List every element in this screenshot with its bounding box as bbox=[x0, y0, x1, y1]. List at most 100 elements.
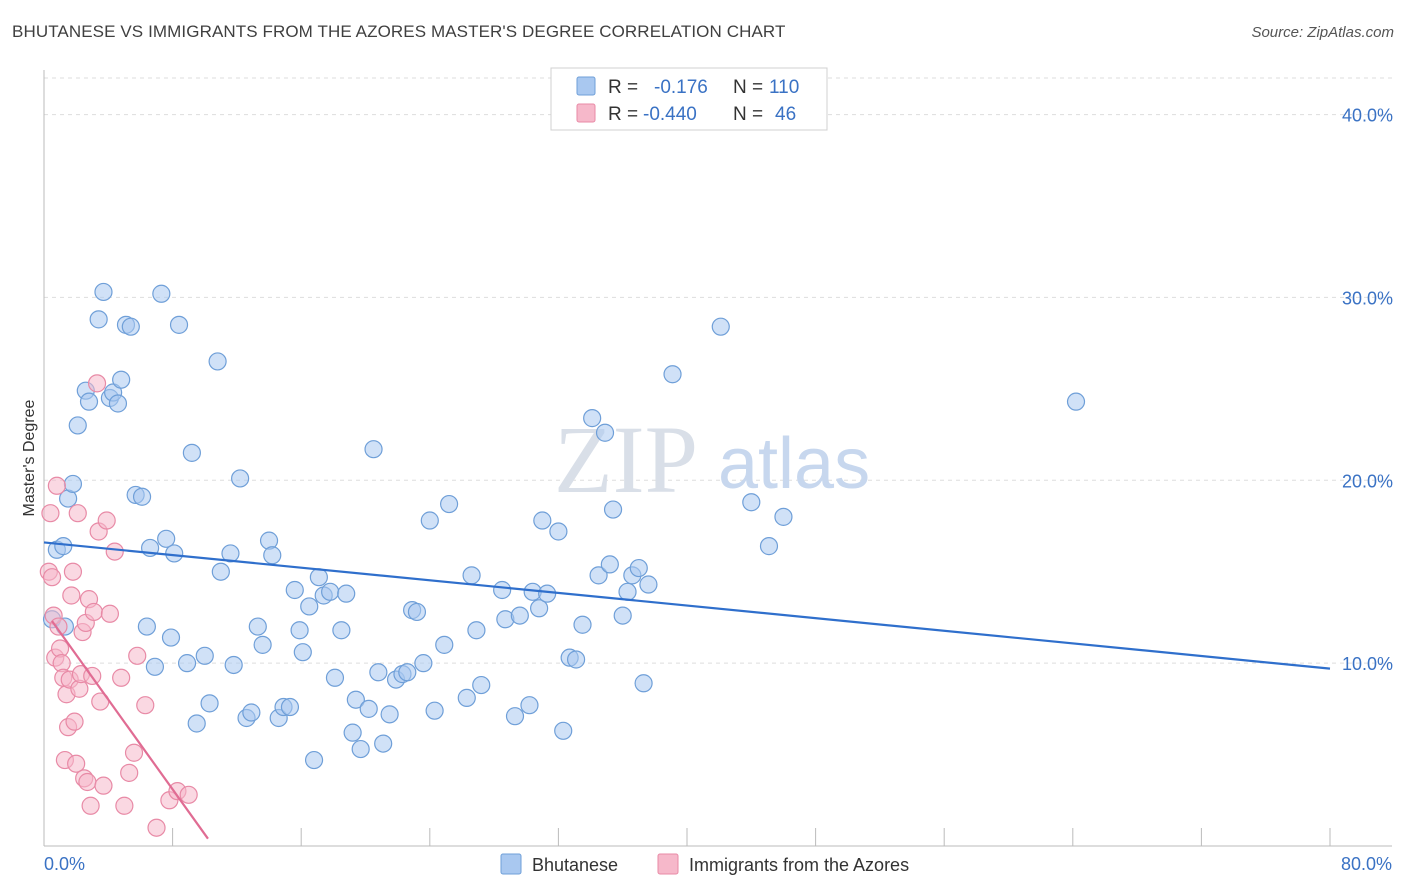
bhutanese-point bbox=[663, 365, 682, 384]
bhutanese-point bbox=[231, 469, 250, 488]
bhutanese-point bbox=[420, 511, 439, 530]
legend-swatch-bhutanese bbox=[576, 76, 596, 96]
azores-point bbox=[112, 668, 131, 687]
bhutanese-point bbox=[425, 701, 444, 720]
bhutanese-point bbox=[332, 621, 351, 640]
bhutanese-point bbox=[79, 392, 99, 411]
bhutanese-point bbox=[629, 558, 648, 578]
azores-point bbox=[68, 504, 87, 523]
bhutanese-point bbox=[89, 310, 108, 329]
bhutanese-point bbox=[457, 688, 476, 707]
bhutanese-point bbox=[439, 494, 459, 514]
azores-point bbox=[62, 586, 81, 605]
bhutanese-point bbox=[54, 537, 73, 556]
bhutanese-point bbox=[321, 582, 340, 601]
bhutanese-point bbox=[435, 635, 454, 654]
chart-title: BHUTANESE VS IMMIGRANTS FROM THE AZORES … bbox=[12, 22, 786, 41]
bhutanese-point bbox=[549, 522, 568, 541]
bottom-legend-label-bhutanese: Bhutanese bbox=[532, 855, 618, 875]
legend-n-value-bhutanese: 110 bbox=[769, 77, 799, 98]
azores-point bbox=[63, 562, 83, 581]
bhutanese-point bbox=[414, 654, 433, 673]
bhutanese-point bbox=[369, 663, 388, 682]
bhutanese-point bbox=[359, 699, 378, 718]
bhutanese-point bbox=[242, 703, 261, 722]
azores-point bbox=[42, 568, 62, 587]
bhutanese-point bbox=[566, 650, 586, 669]
bhutanese-point bbox=[343, 723, 362, 742]
gridlines bbox=[44, 77, 1392, 664]
bottom-legend-swatch-azores bbox=[657, 853, 679, 875]
bhutanese-point bbox=[639, 575, 658, 594]
x-tick-label-max: 80.0% bbox=[1341, 854, 1392, 874]
legend-n-value-azores: 46 bbox=[775, 104, 796, 125]
bhutanese-point bbox=[145, 657, 165, 676]
legend-swatch-azores bbox=[576, 103, 596, 123]
y-tick-label: 20.0% bbox=[1342, 471, 1393, 491]
bhutanese-point bbox=[187, 714, 206, 733]
azores-point bbox=[120, 763, 139, 782]
bhutanese-point bbox=[309, 568, 328, 587]
bhutanese-point bbox=[325, 668, 345, 687]
bhutanese-point bbox=[467, 621, 486, 640]
watermark-atlas: atlas bbox=[718, 424, 870, 504]
bhutanese-point bbox=[351, 739, 370, 759]
bhutanese-point bbox=[137, 617, 156, 636]
bhutanese-point bbox=[505, 707, 525, 726]
legend-r-value-azores: -0.440 bbox=[643, 104, 697, 125]
azores-point bbox=[87, 374, 107, 393]
azores-point bbox=[115, 796, 134, 815]
source-label: Source: ZipAtlas.com bbox=[1251, 24, 1394, 41]
bhutanese-point bbox=[711, 317, 730, 336]
bhutanese-point bbox=[161, 628, 181, 647]
y-tick-label: 10.0% bbox=[1342, 654, 1393, 674]
bhutanese-point bbox=[200, 694, 219, 713]
bottom-legend-swatch-bhutanese bbox=[500, 853, 522, 875]
bhutanese-point bbox=[554, 721, 573, 740]
azores-point bbox=[78, 772, 97, 792]
bhutanese-point bbox=[293, 643, 312, 662]
bhutanese-point bbox=[407, 602, 427, 622]
bhutanese-point bbox=[211, 562, 230, 581]
bhutanese-point bbox=[290, 621, 309, 640]
bhutanese-point bbox=[462, 566, 481, 585]
azores-point bbox=[128, 646, 147, 665]
legend-n-label-azores: N = bbox=[733, 104, 763, 125]
bhutanese-point bbox=[1066, 392, 1086, 411]
azores-point bbox=[179, 785, 198, 804]
bhutanese-trend-line bbox=[43, 541, 1331, 670]
x-axis-ticks bbox=[43, 828, 1331, 846]
bhutanese-point bbox=[603, 500, 623, 519]
bhutanese-point bbox=[208, 352, 227, 371]
azores-point bbox=[49, 617, 68, 636]
bhutanese-point bbox=[169, 315, 189, 334]
azores-point bbox=[41, 504, 60, 523]
bhutanese-point bbox=[613, 606, 632, 625]
azores-point bbox=[94, 776, 113, 795]
bhutanese-point bbox=[595, 423, 615, 442]
bhutanese-point bbox=[380, 705, 399, 724]
bhutanese-point bbox=[304, 750, 324, 770]
azores-point bbox=[84, 602, 103, 622]
legend-n-label-bhutanese: N = bbox=[733, 77, 763, 98]
bhutanese-point bbox=[221, 544, 240, 563]
bhutanese-point bbox=[589, 566, 608, 585]
bhutanese-point bbox=[157, 529, 176, 548]
bhutanese-point bbox=[774, 507, 793, 526]
bhutanese-point bbox=[112, 370, 131, 389]
bhutanese-point bbox=[195, 646, 214, 665]
bhutanese-point bbox=[132, 487, 152, 506]
bhutanese-point bbox=[573, 615, 592, 634]
bhutanese-point bbox=[182, 443, 201, 462]
azores-point bbox=[136, 696, 155, 715]
azores-point bbox=[81, 796, 100, 815]
bhutanese-points bbox=[42, 282, 1086, 770]
bhutanese-point bbox=[398, 663, 417, 682]
bhutanese-point bbox=[121, 317, 140, 336]
bhutanese-point bbox=[177, 654, 197, 673]
y-tick-label: 30.0% bbox=[1342, 288, 1393, 308]
trend-lines bbox=[43, 541, 1331, 840]
y-tick-label: 40.0% bbox=[1342, 106, 1393, 126]
y-axis-label: Master's Degree bbox=[21, 399, 38, 516]
bhutanese-point bbox=[337, 584, 356, 603]
